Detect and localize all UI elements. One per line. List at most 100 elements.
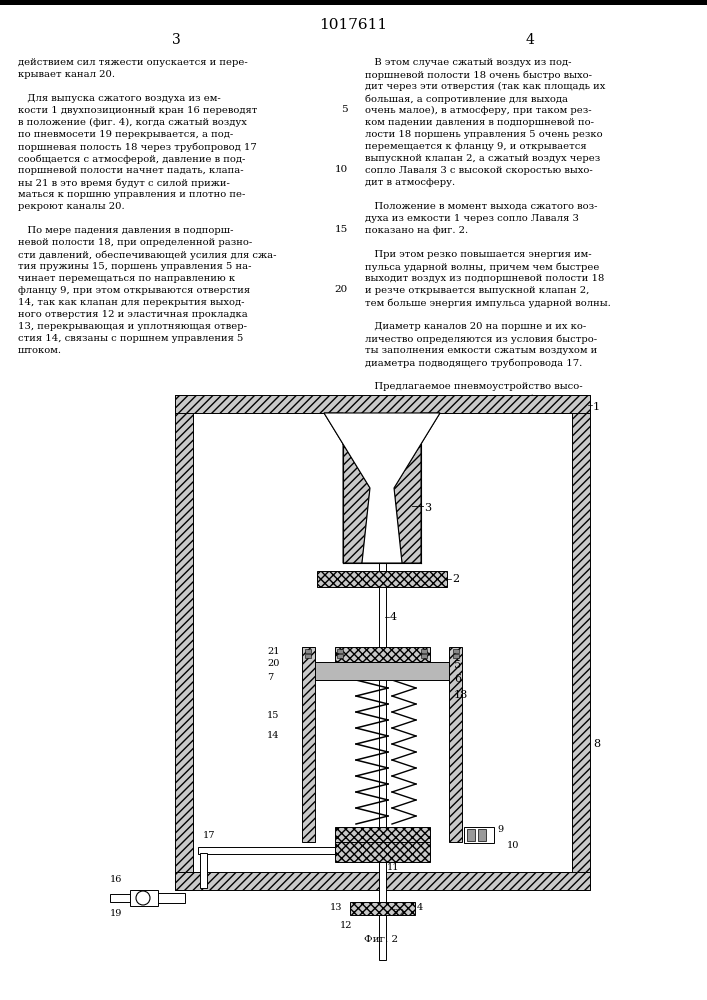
Bar [478, 829, 486, 841]
Bar [421, 649, 427, 653]
Text: большая, а сопротивление для выхода: большая, а сопротивление для выхода [365, 94, 568, 104]
Text: ко эффективно и надежно в работе.: ко эффективно и надежно в работе. [365, 394, 554, 403]
Bar [315, 647, 449, 842]
Bar [421, 654, 427, 658]
Bar [379, 413, 386, 960]
Text: 13: 13 [330, 904, 342, 912]
Text: 16: 16 [110, 876, 122, 884]
Text: перемещается к фланцу 9, и открывается: перемещается к фланцу 9, и открывается [365, 142, 587, 151]
Text: очень малое), в атмосферу, при таком рез-: очень малое), в атмосферу, при таком рез… [365, 106, 592, 115]
Bar [337, 654, 343, 658]
Polygon shape [394, 413, 440, 563]
Polygon shape [324, 413, 370, 563]
Text: пульса ударной волны, причем чем быстрее: пульса ударной волны, причем чем быстрее [365, 262, 600, 271]
Text: В этом случае сжатый воздух из под-: В этом случае сжатый воздух из под- [365, 58, 571, 67]
Text: Положение в момент выхода сжатого воз-: Положение в момент выхода сжатого воз- [365, 202, 597, 211]
Text: действием сил тяжести опускается и пере-: действием сил тяжести опускается и пере- [18, 58, 247, 67]
Text: Фиг. 2: Фиг. 2 [364, 934, 398, 944]
Text: фланцу 9, при этом открываются отверстия: фланцу 9, при этом открываются отверстия [18, 286, 250, 295]
Text: 8: 8 [593, 739, 600, 749]
Text: 4: 4 [525, 33, 534, 47]
Bar [155, 893, 185, 903]
Text: 15: 15 [267, 710, 279, 720]
Text: Предлагаемое пневмоустройство высо-: Предлагаемое пневмоустройство высо- [365, 382, 583, 391]
Bar [175, 872, 590, 890]
Text: 7: 7 [267, 672, 273, 682]
Text: стия 14, связаны с поршнем управления 5: стия 14, связаны с поршнем управления 5 [18, 334, 243, 343]
Bar [467, 829, 475, 841]
Bar [572, 395, 590, 890]
Text: ты заполнения емкости сжатым воздухом и: ты заполнения емкости сжатым воздухом и [365, 346, 597, 355]
Text: поршневая полость 18 через трубопровод 17: поршневая полость 18 через трубопровод 1… [18, 142, 257, 151]
Text: дит в атмосферу.: дит в атмосферу. [365, 178, 455, 187]
Text: 3: 3 [172, 33, 180, 47]
Text: 2: 2 [452, 574, 459, 584]
Bar [175, 395, 590, 413]
Bar [175, 395, 193, 890]
Text: тия пружины 15, поршень управления 5 на-: тия пружины 15, поршень управления 5 на- [18, 262, 252, 271]
Text: выпускной клапан 2, а сжатый воздух через: выпускной клапан 2, а сжатый воздух чере… [365, 154, 600, 163]
Text: сопло Лаваля 3 с высокой скоростью выхо-: сопло Лаваля 3 с высокой скоростью выхо- [365, 166, 592, 175]
Text: личество определяются из условия быстро-: личество определяются из условия быстро- [365, 334, 597, 344]
Text: 18: 18 [454, 690, 468, 700]
Text: по пневмосети 19 перекрывается, а под-: по пневмосети 19 перекрывается, а под- [18, 130, 233, 139]
Text: и резче открывается выпускной клапан 2,: и резче открывается выпускной клапан 2, [365, 286, 590, 295]
Text: ного отверстия 12 и эластичная прокладка: ного отверстия 12 и эластичная прокладка [18, 310, 247, 319]
Text: кости 1 двухпозиционный кран 16 переводят: кости 1 двухпозиционный кран 16 переводя… [18, 106, 257, 115]
Text: 10: 10 [507, 842, 520, 850]
Text: 11: 11 [387, 862, 399, 871]
Text: сообщается с атмосферой, давление в под-: сообщается с атмосферой, давление в под- [18, 154, 245, 163]
Bar [335, 842, 430, 862]
Text: 21: 21 [267, 647, 279, 656]
Text: При этом резко повышается энергия им-: При этом резко повышается энергия им- [365, 250, 592, 259]
Text: диаметра подводящего трубопровода 17.: диаметра подводящего трубопровода 17. [365, 358, 583, 367]
Text: 1017611: 1017611 [319, 18, 387, 32]
Text: сти давлений, обеспечивающей усилия для сжа-: сти давлений, обеспечивающей усилия для … [18, 250, 276, 259]
Text: 15: 15 [334, 226, 348, 234]
Text: 6: 6 [454, 674, 461, 684]
Text: 17: 17 [203, 830, 216, 840]
Text: лости 18 поршень управления 5 очень резко: лости 18 поршень управления 5 очень резк… [365, 130, 602, 139]
Text: ком падении давления в подпоршневой по-: ком падении давления в подпоршневой по- [365, 118, 594, 127]
Bar [335, 827, 430, 842]
Text: дит через эти отверстия (так как площадь их: дит через эти отверстия (так как площадь… [365, 82, 605, 91]
Bar [350, 902, 415, 915]
Bar [453, 649, 459, 653]
Bar [110, 894, 132, 902]
Text: выходит воздух из подпоршневой полости 18: выходит воздух из подпоршневой полости 1… [365, 274, 604, 283]
Text: 3: 3 [424, 503, 431, 513]
Text: 13, перекрывающая и уплотняющая отвер-: 13, перекрывающая и уплотняющая отвер- [18, 322, 247, 331]
Text: показано на фиг. 2.: показано на фиг. 2. [365, 226, 468, 235]
Text: поршневой полости начнет падать, клапа-: поршневой полости начнет падать, клапа- [18, 166, 244, 175]
Text: 10: 10 [334, 165, 348, 174]
Text: рекроют каналы 20.: рекроют каналы 20. [18, 202, 124, 211]
Bar [464, 827, 494, 843]
Bar [302, 647, 315, 842]
Bar [130, 890, 158, 906]
Bar [453, 654, 459, 658]
Text: чинает перемещаться по направлению к: чинает перемещаться по направлению к [18, 274, 235, 283]
Text: 5: 5 [454, 660, 461, 670]
Text: крывает канал 20.: крывает канал 20. [18, 70, 115, 79]
Text: штоком.: штоком. [18, 346, 62, 355]
Text: невой полости 18, при определенной разно-: невой полости 18, при определенной разно… [18, 238, 252, 247]
Text: Диаметр каналов 20 на поршне и их ко-: Диаметр каналов 20 на поршне и их ко- [365, 322, 586, 331]
Text: 4: 4 [417, 904, 423, 912]
Text: 20: 20 [267, 660, 279, 668]
Text: 14: 14 [267, 730, 279, 740]
Text: 5: 5 [341, 105, 348, 114]
Bar [193, 413, 572, 872]
Bar [0, 0, 707, 5]
Bar [335, 647, 430, 662]
Text: маться к поршню управления и плотно пе-: маться к поршню управления и плотно пе- [18, 190, 245, 199]
Text: По мере падения давления в подпорш-: По мере падения давления в подпорш- [18, 226, 233, 235]
Text: 14, так как клапан для перекрытия выход-: 14, так как клапан для перекрытия выход- [18, 298, 245, 307]
Text: ны 21 в это время будут с силой прижи-: ны 21 в это время будут с силой прижи- [18, 178, 230, 188]
Bar [337, 649, 343, 653]
Bar [200, 853, 207, 888]
Bar [305, 649, 311, 653]
Text: 19: 19 [110, 908, 122, 918]
Text: духа из емкости 1 через сопло Лаваля 3: духа из емкости 1 через сопло Лаваля 3 [365, 214, 579, 223]
Bar [449, 647, 462, 842]
Text: поршневой полости 18 очень быстро выхо-: поршневой полости 18 очень быстро выхо- [365, 70, 592, 80]
